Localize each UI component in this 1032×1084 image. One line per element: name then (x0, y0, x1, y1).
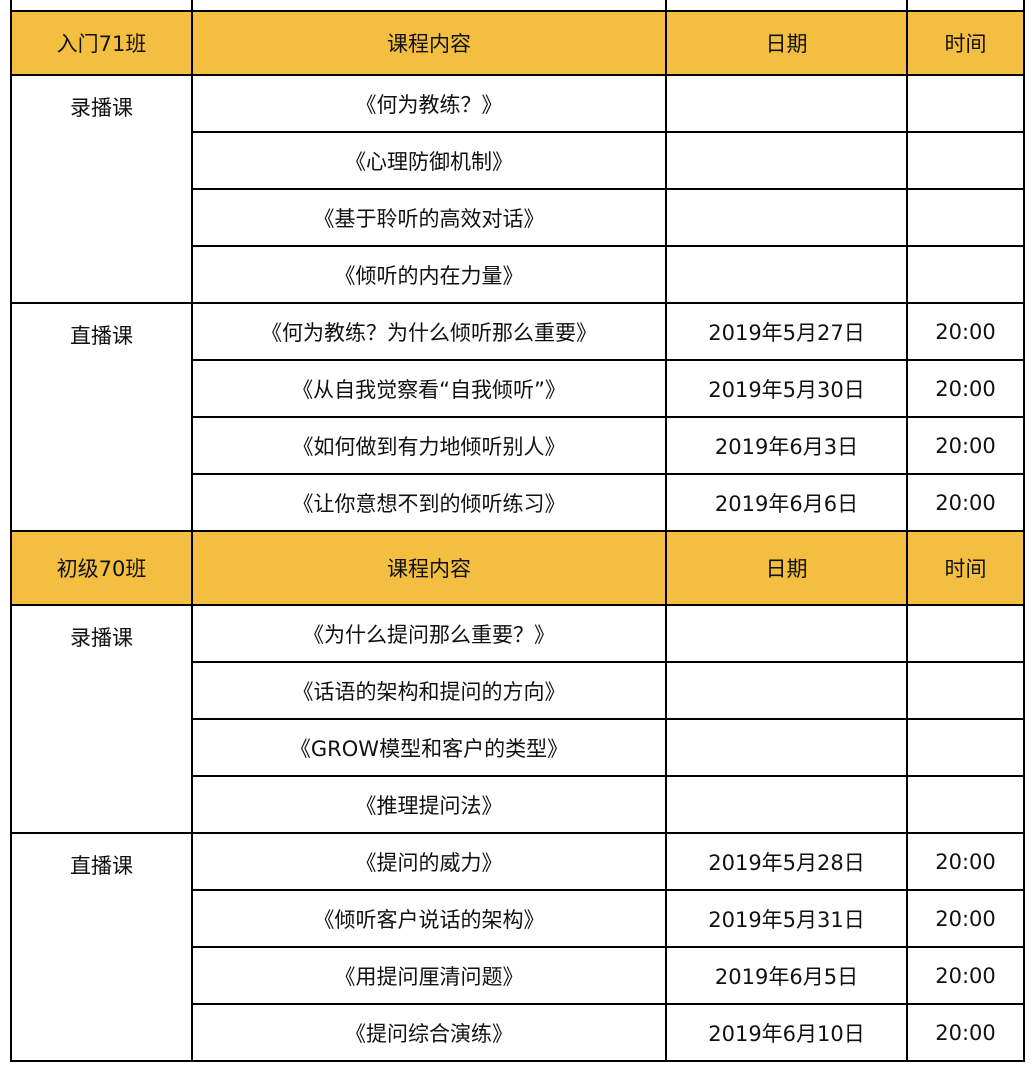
course-content: 《倾听客户说话的架构》 (191, 889, 667, 948)
course-date (665, 604, 908, 663)
course-time: 20:00 (906, 302, 1025, 361)
content-header: 课程内容 (191, 10, 667, 76)
course-type-label: 直播课 (10, 302, 193, 532)
course-time: 20:00 (906, 832, 1025, 891)
course-content: 《GROW模型和客户的类型》 (191, 718, 667, 777)
date-header: 日期 (665, 10, 908, 76)
course-type-label: 录播课 (10, 604, 193, 834)
table-row: 《推理提问法》 (11, 775, 1025, 834)
course-date: 2019年5月31日 (665, 889, 908, 948)
course-date: 2019年6月3日 (665, 416, 908, 475)
section-header-row: 入门71班 课程内容 日期 时间 (10, 10, 1025, 76)
course-content: 《话语的架构和提问的方向》 (191, 661, 667, 720)
table-row-partial (10, 0, 1025, 12)
table-body: 入门71班 课程内容 日期 时间 录播课 《何为教练？》 《心理防御机制》 《基于聆听的高效对… (10, 0, 1025, 1062)
course-time (906, 188, 1025, 247)
table-row: 直播课 《提问的威力》 2019年5月28日 20:00 (10, 832, 1025, 1062)
course-content: 《推理提问法》 (191, 775, 667, 834)
table-row: 《基于聆听的高效对话》 (11, 188, 1025, 247)
class-name: 入门71班 (10, 10, 193, 76)
course-content: 《用提问厘清问题》 (191, 946, 667, 1005)
time-header: 时间 (906, 530, 1025, 606)
course-date: 2019年5月28日 (665, 832, 908, 891)
course-time (906, 718, 1025, 777)
table-row: 《话语的架构和提问的方向》 (11, 661, 1025, 720)
course-content: 《如何做到有力地倾听别人》 (191, 416, 667, 475)
course-content: 《倾听的内在力量》 (191, 245, 667, 304)
course-time (906, 604, 1025, 663)
course-date (665, 775, 908, 834)
course-date (665, 188, 908, 247)
course-date: 2019年5月27日 (665, 302, 908, 361)
table-row: 《提问综合演练》 2019年6月10日 20:00 (11, 1003, 1025, 1062)
table-row: 《倾听的内在力量》 (11, 245, 1025, 304)
course-date (665, 718, 908, 777)
course-date (665, 661, 908, 720)
table-row: 录播课 《为什么提问那么重要？》 (10, 604, 1025, 834)
course-content: 《基于聆听的高效对话》 (191, 188, 667, 247)
course-time (906, 131, 1025, 190)
course-type-label: 直播课 (10, 832, 193, 1062)
course-content: 《为什么提问那么重要？》 (191, 604, 667, 663)
table-row: 《从自我觉察看“自我倾听”》 2019年5月30日 20:00 (11, 359, 1025, 418)
course-date: 2019年6月10日 (665, 1003, 908, 1062)
table-row: 直播课 《何为教练？为什么倾听那么重要》 2019年5月27日 20:00 (10, 302, 1025, 532)
course-content: 《何为教练？》 (191, 74, 667, 133)
course-time (906, 775, 1025, 834)
course-content: 《何为教练？为什么倾听那么重要》 (191, 302, 667, 361)
content-header: 课程内容 (191, 530, 667, 606)
table-row: 《如何做到有力地倾听别人》 2019年6月3日 20:00 (11, 416, 1025, 475)
course-time: 20:00 (906, 1003, 1025, 1062)
course-time: 20:00 (906, 416, 1025, 475)
course-date: 2019年6月6日 (665, 473, 908, 532)
course-time (906, 245, 1025, 304)
section-header-row: 初级70班 课程内容 日期 时间 (10, 530, 1025, 606)
course-date (665, 245, 908, 304)
table-row: 《倾听客户说话的架构》 2019年5月31日 20:00 (11, 889, 1025, 948)
course-content: 《提问的威力》 (191, 832, 667, 891)
date-header: 日期 (665, 530, 908, 606)
course-schedule-table: 入门71班 课程内容 日期 时间 录播课 《何为教练？》 《心理防御机制》 《基于聆听的高效对… (10, 0, 1025, 1062)
course-time (906, 74, 1025, 133)
course-content: 《心理防御机制》 (191, 131, 667, 190)
table-row: 《让你意想不到的倾听练习》 2019年6月6日 20:00 (11, 473, 1025, 532)
course-time: 20:00 (906, 946, 1025, 1005)
course-content: 《让你意想不到的倾听练习》 (191, 473, 667, 532)
course-time (906, 661, 1025, 720)
time-header: 时间 (906, 10, 1025, 76)
class-name: 初级70班 (10, 530, 193, 606)
course-date: 2019年6月5日 (665, 946, 908, 1005)
table-row: 《心理防御机制》 (11, 131, 1025, 190)
table-row: 《用提问厘清问题》 2019年6月5日 20:00 (11, 946, 1025, 1005)
course-time: 20:00 (906, 359, 1025, 418)
course-content: 《从自我觉察看“自我倾听”》 (191, 359, 667, 418)
table-row: 录播课 《何为教练？》 (10, 74, 1025, 304)
course-time: 20:00 (906, 889, 1025, 948)
course-date (665, 74, 908, 133)
course-type-label: 录播课 (10, 74, 193, 304)
course-date: 2019年5月30日 (665, 359, 908, 418)
course-date (665, 131, 908, 190)
course-time: 20:00 (906, 473, 1025, 532)
course-content: 《提问综合演练》 (191, 1003, 667, 1062)
table-row: 《GROW模型和客户的类型》 (11, 718, 1025, 777)
